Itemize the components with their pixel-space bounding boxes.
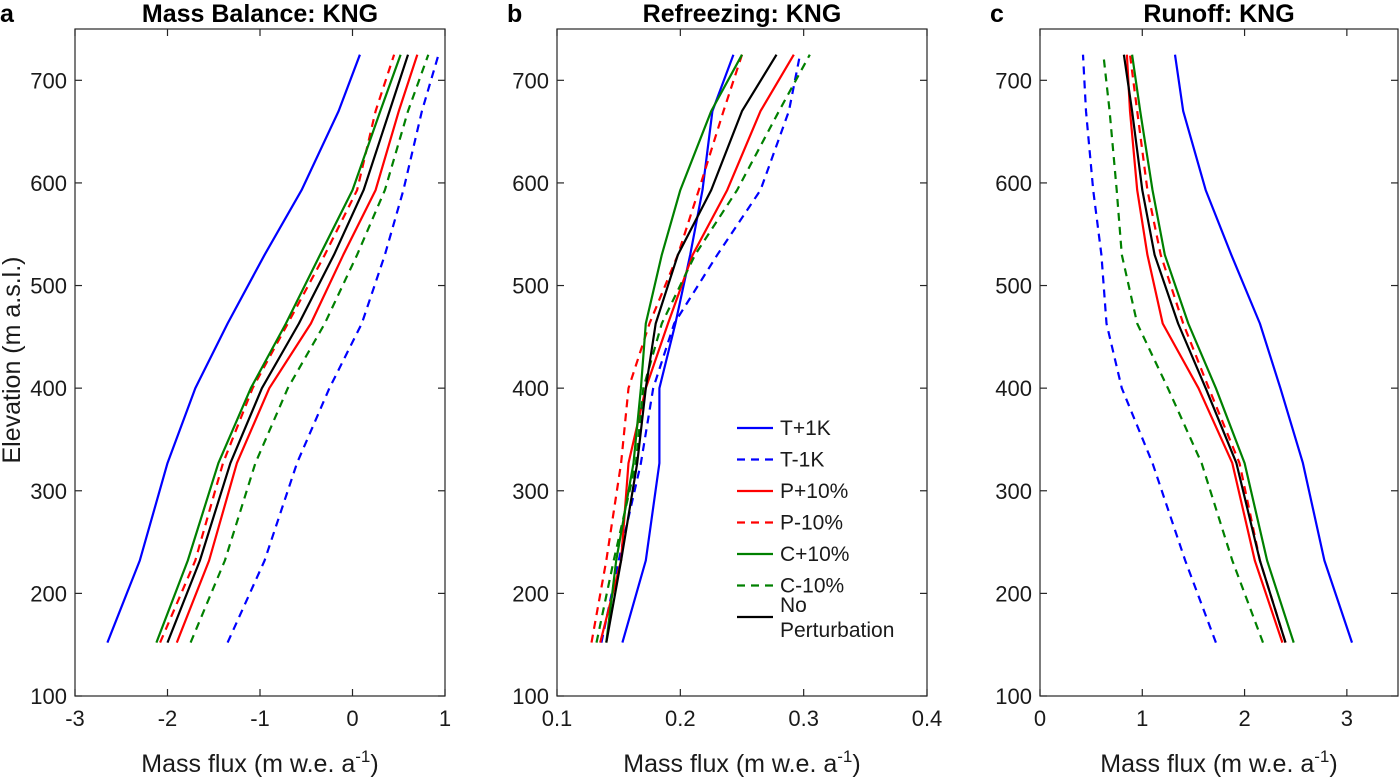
series-line-c-10- [189, 54, 430, 644]
x-axis-label: Mass flux (m w.e. a-1) [623, 747, 860, 778]
legend-label: C-10% [780, 575, 844, 598]
x-tick-label: 0 [1034, 706, 1046, 731]
x-tick-label: -1 [250, 706, 270, 731]
y-tick-label: 200 [30, 581, 67, 606]
series-line-p-10- [175, 54, 419, 644]
series-line-p-10- [1125, 54, 1284, 643]
x-tick-label: 1 [1136, 706, 1148, 731]
series-line-t-1k [1081, 54, 1217, 643]
y-axis-label: Elevation (m a.s.l.) [0, 256, 26, 463]
y-tick-label: 600 [995, 171, 1032, 196]
plot-frame [74, 28, 446, 697]
y-tick-label: 500 [995, 274, 1032, 299]
x-tick-label: -2 [158, 706, 178, 731]
x-tick-label: 2 [1238, 706, 1250, 731]
y-tick-label: 200 [995, 581, 1032, 606]
series-line-c-10- [595, 54, 811, 643]
series-line-t-1k [106, 54, 361, 644]
x-axis-label-end: ) [1329, 750, 1337, 778]
y-tick-label: 600 [512, 171, 549, 196]
x-tick-label: 1 [439, 706, 451, 731]
x-axis-label-main: Mass flux (m w.e. a [1100, 750, 1314, 778]
legend-label: No [780, 594, 807, 617]
series-line-t-1k [1173, 54, 1354, 643]
panel-letter: b [507, 0, 522, 28]
series-line-p-10- [599, 54, 795, 643]
legend-label: C+10% [780, 543, 849, 566]
series-line-p-10- [159, 54, 396, 644]
panel-title: Refreezing: KNG [643, 0, 842, 28]
series-line-p-10- [590, 54, 744, 643]
panel-title: Mass Balance: KNG [142, 0, 378, 28]
x-axis-label: Mass flux (m w.e. a-1) [141, 747, 378, 778]
legend-label: P-10% [780, 512, 843, 535]
y-tick-label: 600 [30, 171, 67, 196]
x-tick-label: 0.2 [665, 706, 696, 731]
legend-label: T-1K [780, 449, 824, 472]
y-tick-label: 700 [512, 68, 549, 93]
panel-letter: a [0, 0, 15, 28]
x-tick-label: 0 [346, 706, 358, 731]
y-tick-label: 100 [995, 684, 1032, 709]
panel-title: Runoff: KNG [1143, 0, 1294, 28]
series-line-t-1k [621, 54, 735, 643]
plot-frame [556, 28, 928, 697]
x-axis-label-end: ) [370, 750, 378, 778]
series-line-c-10- [605, 54, 743, 643]
y-tick-label: 500 [512, 274, 549, 299]
x-tick-label: 0.1 [542, 706, 573, 731]
y-tick-label: 400 [995, 376, 1032, 401]
y-tick-label: 200 [512, 581, 549, 606]
x-tick-label: 0.3 [788, 706, 819, 731]
x-axis-label-main: Mass flux (m w.e. a [141, 750, 355, 778]
series-line-c-10- [155, 54, 402, 643]
y-tick-label: 300 [30, 479, 67, 504]
series-line-no-perturbation [1122, 54, 1287, 643]
series-line-c-10- [1131, 54, 1295, 643]
panel-b: 100 200 300 400 500 600 700 0.1 0.2 0.3 0.4 Refreez… [507, 0, 942, 778]
x-axis-label-main: Mass flux (m w.e. a [623, 750, 837, 778]
y-tick-label: 400 [30, 376, 67, 401]
series-line-p-10- [1128, 54, 1287, 643]
series-line-no-perturbation [605, 54, 778, 643]
x-axis-label-superscript: -1 [837, 747, 852, 766]
series-line-t-1k [226, 54, 440, 644]
y-tick-label: 400 [512, 376, 549, 401]
y-tick-label: 700 [995, 68, 1032, 93]
y-tick-label: 500 [30, 274, 67, 299]
series-line-no-perturbation [166, 54, 410, 644]
legend-label: T+1K [780, 417, 831, 440]
plot-frame [1039, 28, 1399, 697]
y-tick-label: 300 [512, 479, 549, 504]
legend-label: P+10% [780, 480, 848, 503]
panel-c: 100 200 300 400 500 600 700 0 1 2 3 Runoff: KNG c Mas… [990, 0, 1399, 778]
x-tick-label: 3 [1341, 706, 1353, 731]
y-tick-label: 300 [995, 479, 1032, 504]
y-tick-label: 100 [30, 684, 67, 709]
x-tick-label: -3 [65, 706, 85, 731]
series-line-c-10- [1102, 54, 1265, 643]
legend: T+1K T-1K P+10% P-10% C+10% C-10%NoPerturbati… [737, 417, 894, 642]
x-axis-label-superscript: -1 [1314, 747, 1329, 766]
y-tick-label: 700 [30, 68, 67, 93]
panel-letter: c [990, 0, 1004, 28]
panel-a: 100 200 300 400 500 600 700 -3 -2 -1 0 1 Mass Balanc… [0, 0, 451, 778]
x-tick-label: 0.4 [912, 706, 943, 731]
x-axis-label-end: ) [852, 750, 860, 778]
x-axis-label: Mass flux (m w.e. a-1) [1100, 747, 1337, 778]
x-axis-label-superscript: -1 [355, 747, 370, 766]
legend-label: Perturbation [780, 619, 894, 642]
y-tick-label: 100 [512, 684, 549, 709]
